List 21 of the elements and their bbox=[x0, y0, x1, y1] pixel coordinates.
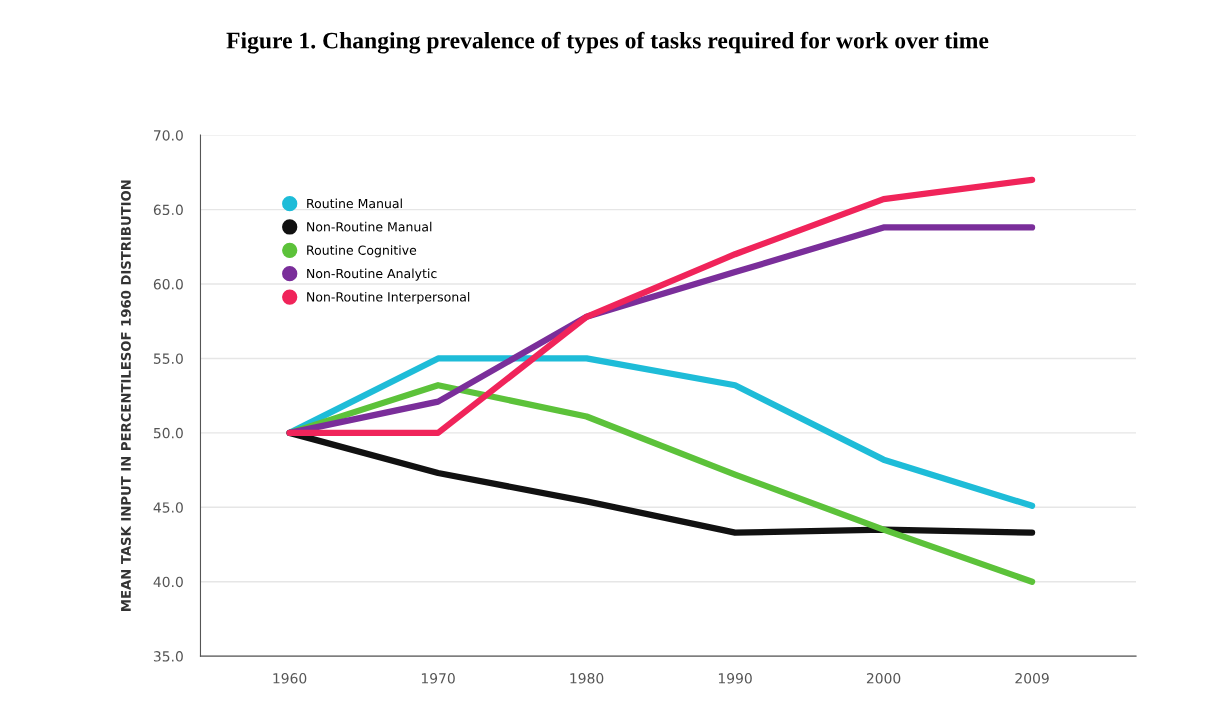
y-tick-label: 65.0 bbox=[153, 204, 183, 216]
y-tick-label: 60.0 bbox=[153, 278, 183, 290]
y-tick-label: 45.0 bbox=[153, 502, 183, 513]
legend-label: Non-Routine Analytic bbox=[307, 268, 437, 281]
x-tick-label: 1990 bbox=[718, 673, 752, 684]
y-tick-label: 35.0 bbox=[153, 651, 183, 662]
legend-label: Routine Cognitive bbox=[307, 245, 417, 258]
chart-title: Figure 1. Changing prevalence of types of tasks required for work over time bbox=[226, 31, 989, 54]
x-tick-label: 2000 bbox=[866, 673, 901, 684]
x-tick-label: 2009 bbox=[1015, 673, 1049, 684]
legend-label: Non-Routine Manual bbox=[307, 221, 432, 232]
x-tick-label: 1970 bbox=[421, 673, 455, 684]
y-tick-label: 70.0 bbox=[154, 130, 183, 141]
y-axis-title: MEAN TASK INPUT IN PERCENTILESOF 1960 DISTRIBUTION bbox=[120, 180, 131, 611]
x-tick-label: 1980 bbox=[570, 673, 604, 684]
legend-label: Routine Manual bbox=[307, 198, 402, 209]
y-tick-label: 40.0 bbox=[153, 576, 183, 588]
legend-label: Non-Routine Interpersonal bbox=[307, 291, 470, 304]
x-tick-label: 1960 bbox=[273, 673, 307, 684]
y-tick-label: 50.0 bbox=[153, 427, 183, 439]
y-tick-label: 55.0 bbox=[153, 353, 183, 364]
